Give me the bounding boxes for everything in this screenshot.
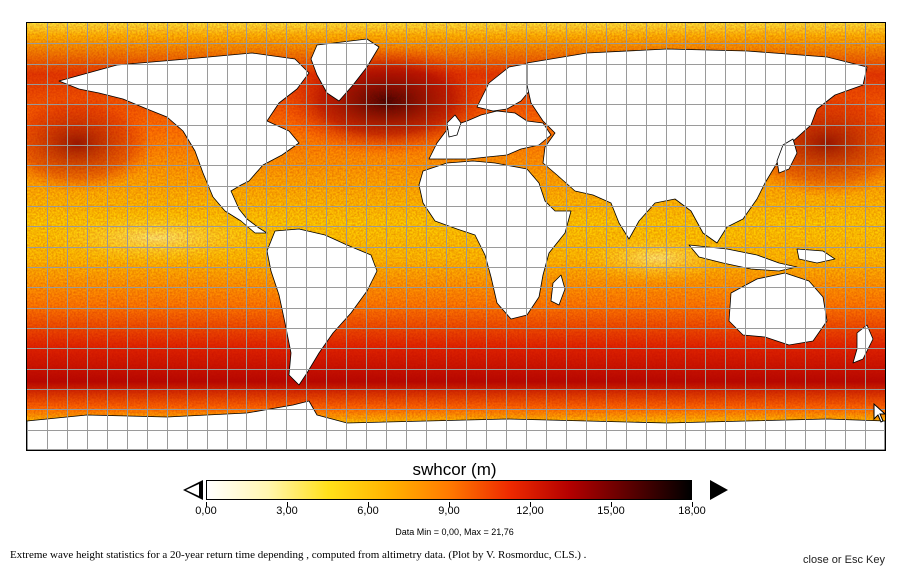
africa [418, 160, 572, 320]
figure-caption: Extreme wave height statistics for a 20-… [10, 549, 587, 561]
colorbar-tick-label: 9,00 [438, 505, 460, 517]
colorbar-tick-mark [367, 502, 369, 507]
japan [776, 138, 798, 174]
right-triangle-icon [710, 480, 728, 500]
mouse-pointer-icon [873, 403, 887, 423]
colorbar-tick-mark [286, 502, 288, 507]
colorbar-tick-mark [610, 502, 612, 507]
indonesia [688, 244, 798, 272]
greenland [310, 38, 380, 102]
colorbar-tick-mark [448, 502, 450, 507]
colorbar-tick-label: 3,00 [276, 505, 298, 517]
close-link[interactable]: close or Esc Key [803, 554, 885, 566]
colorbar-tick-label: 6,00 [357, 505, 379, 517]
world-map [27, 23, 885, 450]
antarctica [27, 400, 885, 450]
colorbar-tick-mark [529, 502, 531, 507]
colorbar-title: swhcor (m) [412, 460, 497, 479]
left-triangle-inner-icon [186, 484, 199, 496]
colorbar-tick-label: 0,00 [195, 505, 217, 517]
close-word[interactable]: close [803, 554, 829, 566]
data-min-max: Data Min = 0,00, Max = 21,76 [395, 527, 514, 537]
new-zealand [852, 324, 874, 364]
colorbar-tick-mark [205, 502, 207, 507]
colorbar-tick-mark [691, 502, 693, 507]
graticule [27, 23, 885, 450]
or-word: or [828, 554, 845, 566]
australia [728, 272, 828, 346]
colorbar-tick-label: 18,00 [678, 505, 706, 517]
esc-key-word: Esc Key [844, 554, 885, 566]
asia [526, 48, 868, 244]
madagascar [550, 274, 566, 306]
wave-height-map [26, 22, 886, 451]
south-america [266, 228, 378, 386]
colorbar [183, 478, 728, 502]
colorbar-tick-label: 12,00 [516, 505, 544, 517]
colorbar-gradient [206, 480, 692, 500]
colorbar-tick-label: 15,00 [597, 505, 625, 517]
british-isles [446, 114, 462, 138]
